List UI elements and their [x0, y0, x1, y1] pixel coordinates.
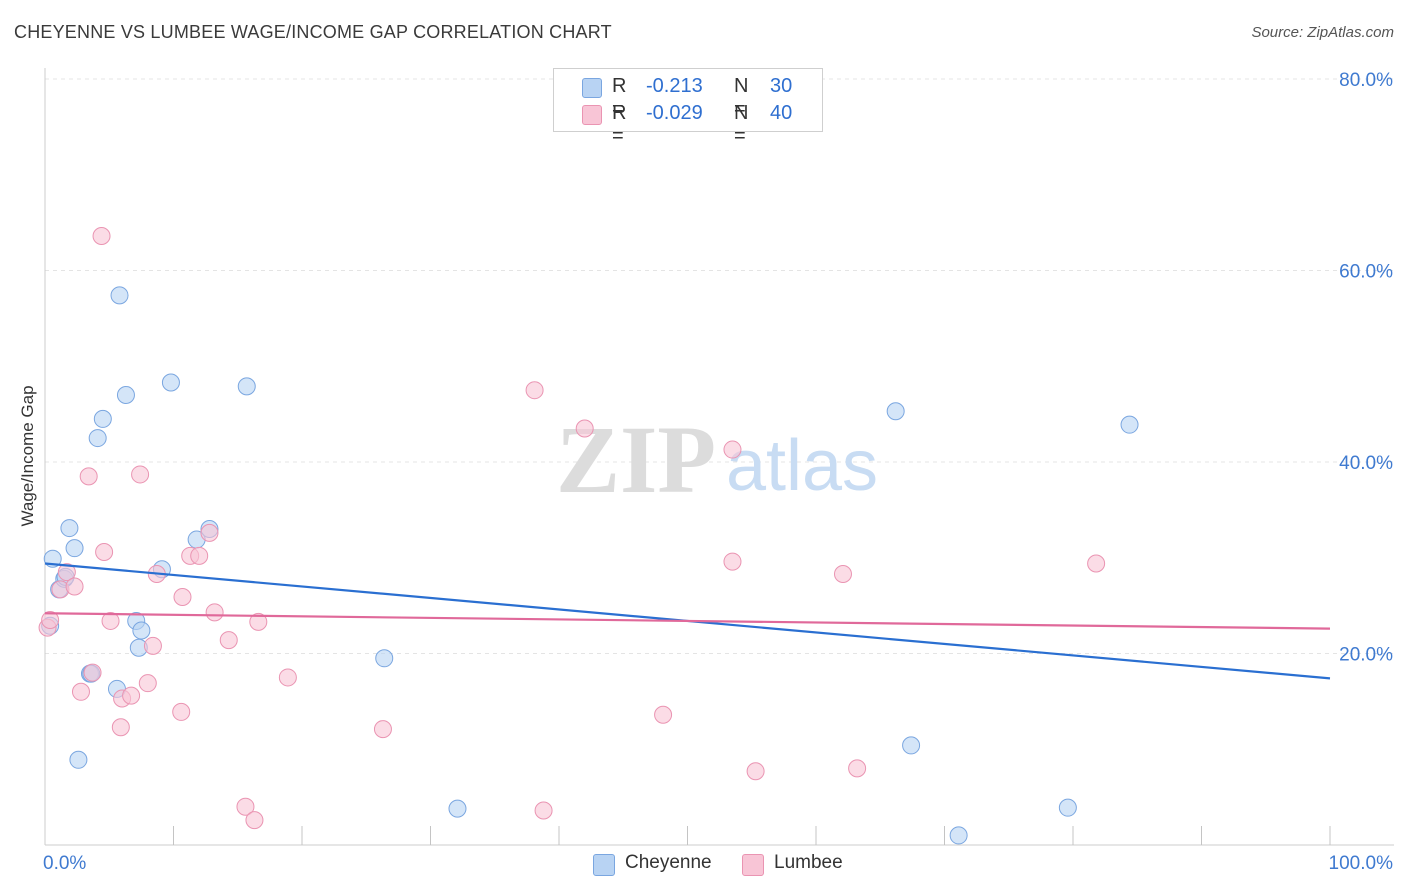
lumbee-point [83, 663, 102, 682]
lumbee-point [92, 227, 111, 246]
legend-n-label: N = [734, 75, 749, 120]
lumbee-point [373, 720, 392, 739]
cheyenne-swatch [593, 854, 615, 876]
cheyenne-point [949, 826, 968, 845]
y-tick-label: 40.0% [1339, 453, 1393, 474]
lumbee-point [205, 603, 224, 622]
lumbee-point [746, 762, 765, 781]
lumbee-point [71, 682, 90, 701]
lumbee-point [200, 523, 219, 542]
cheyenne-point [60, 519, 79, 538]
legend-r-label: R = [612, 75, 627, 120]
cheyenne-point [116, 385, 135, 404]
lumbee-point [1087, 554, 1106, 573]
cheyenne-point [88, 429, 107, 448]
lumbee-trend-line [44, 612, 1331, 630]
cheyenne-point [886, 402, 905, 421]
lumbee-point [173, 588, 192, 607]
lumbee-point [41, 610, 60, 629]
lumbee-swatch [742, 854, 764, 876]
lumbee-point [101, 611, 120, 630]
lumbee-swatch [582, 105, 602, 125]
legend-n-label: N = [734, 102, 749, 147]
cheyenne-point [110, 286, 129, 305]
lumbee-point [525, 381, 544, 400]
legend-label-lumbee: Lumbee [774, 852, 843, 873]
lumbee-point [245, 811, 264, 830]
cheyenne-point [1058, 798, 1077, 817]
correlation-legend: R = -0.213 N = 30 R = -0.029 N = 40 [553, 68, 823, 147]
lumbee-point [219, 631, 238, 650]
lumbee-point [122, 686, 141, 705]
y-tick-label: 20.0% [1339, 645, 1393, 666]
lumbee-point [131, 465, 150, 484]
lumbee-point [65, 577, 84, 596]
y-tick-label: 60.0% [1339, 262, 1393, 283]
cheyenne-point [161, 373, 180, 392]
legend-n-value: 30 [770, 75, 793, 97]
chart-title: CHEYENNE VS LUMBEE WAGE/INCOME GAP CORRE… [14, 22, 612, 42]
cheyenne-swatch [582, 78, 602, 98]
cheyenne-point [69, 750, 88, 769]
lumbee-point [833, 565, 852, 584]
cheyenne-point [1120, 415, 1139, 434]
lumbee-point [236, 797, 255, 816]
source-label: Source: ZipAtlas.com [1251, 24, 1394, 41]
lumbee-point [111, 718, 130, 737]
lumbee-point [138, 674, 157, 693]
lumbee-point [143, 636, 162, 655]
cheyenne-point [448, 799, 467, 818]
lumbee-point [172, 702, 191, 721]
lumbee-point [575, 419, 594, 438]
cheyenne-point [902, 736, 921, 755]
cheyenne-point [93, 409, 112, 428]
lumbee-point [723, 552, 742, 571]
cheyenne-point [65, 539, 84, 558]
lumbee-point [79, 467, 98, 486]
lumbee-point [723, 440, 742, 459]
legend-n-value: 40 [770, 102, 793, 124]
x-tick-label: 0.0% [43, 853, 86, 874]
watermark-atlas: atlas [726, 426, 878, 506]
lumbee-point [278, 668, 297, 687]
y-tick-label: 80.0% [1339, 70, 1393, 91]
lumbee-point [249, 612, 268, 631]
lumbee-point [848, 759, 867, 778]
cheyenne-point [237, 377, 256, 396]
legend-r-label: R = [612, 102, 627, 147]
lumbee-point [57, 563, 76, 582]
legend-r-value: -0.213 [646, 75, 703, 97]
legend-label-cheyenne: Cheyenne [625, 852, 712, 873]
x-tick-label: 100.0% [1329, 853, 1394, 874]
cheyenne-point [375, 649, 394, 668]
cheyenne-point [132, 621, 151, 640]
lumbee-point [190, 546, 209, 565]
lumbee-point [654, 705, 673, 724]
lumbee-point [534, 801, 553, 820]
lumbee-point [95, 543, 114, 562]
legend-r-value: -0.029 [646, 102, 703, 124]
